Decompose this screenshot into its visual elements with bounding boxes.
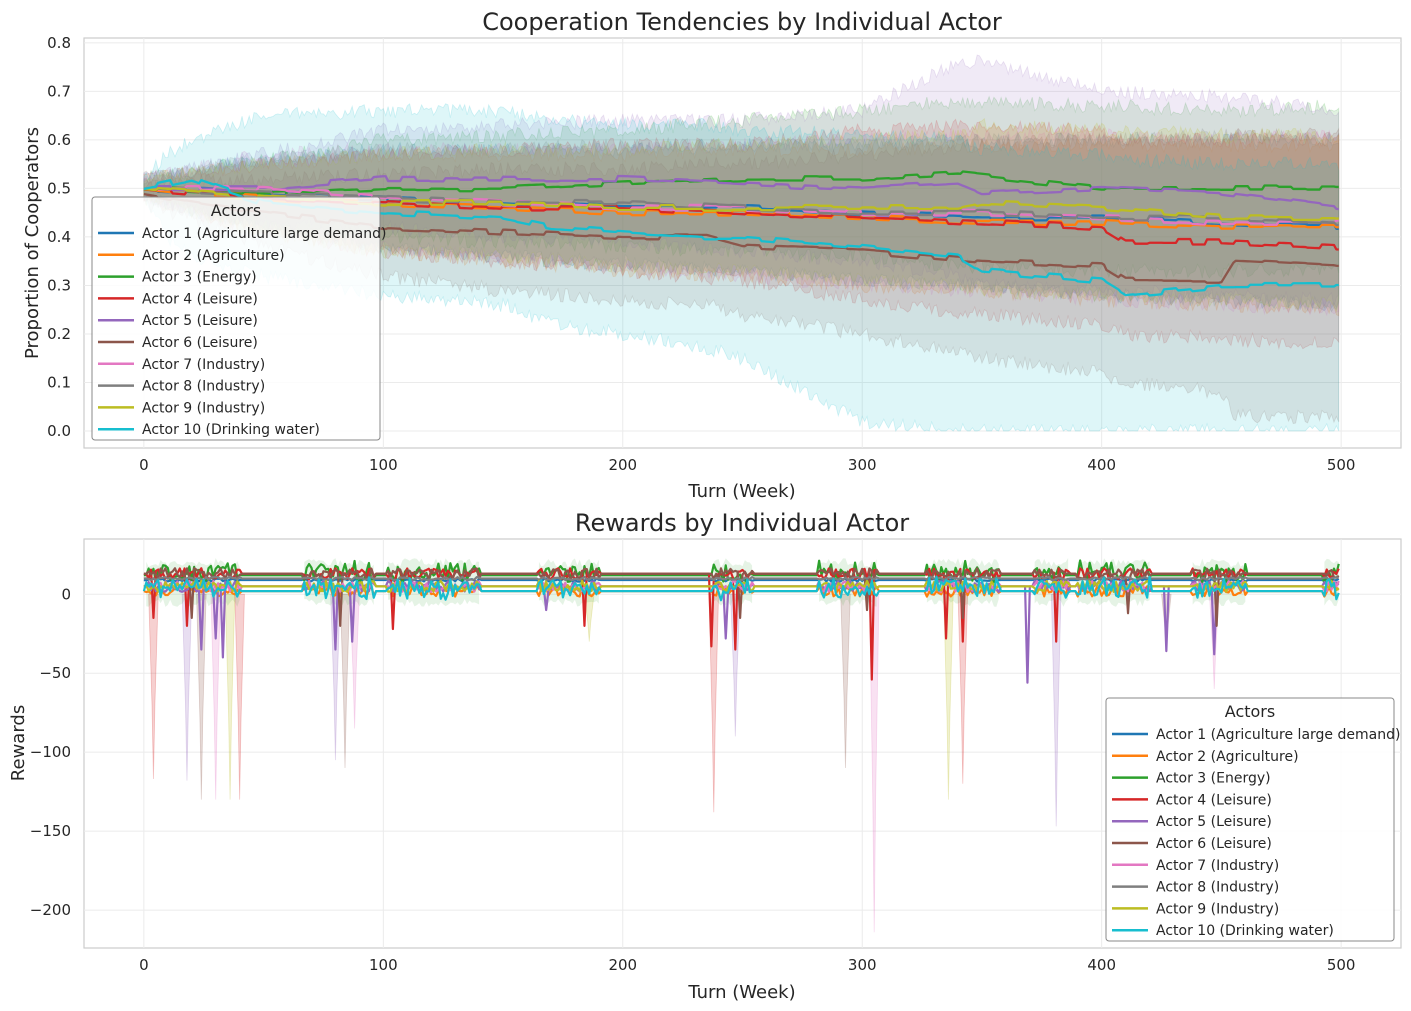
cooperation-legend-label: Actor 1 (Agriculture large demand)	[142, 226, 386, 242]
cooperation-band-3	[143, 95, 1340, 279]
rewards-legend-title: Actors	[1225, 702, 1275, 721]
cooperation-band-4	[143, 118, 1340, 350]
cooperation-band-6	[143, 127, 1340, 424]
cooperation-y-tick-label: 0.3	[47, 276, 71, 294]
rewards-legend-label: Actor 7 (Industry)	[1156, 858, 1279, 874]
cooperation-x-label: Turn (Week)	[687, 481, 795, 502]
rewards-legend-label: Actor 8 (Industry)	[1156, 880, 1279, 896]
rewards-lines	[142, 559, 1340, 684]
cooperation-y-tick-label: 0.1	[47, 373, 71, 391]
rewards-legend-label: Actor 1 (Agriculture large demand)	[1156, 727, 1400, 743]
cooperation-y-tick-label: 0.8	[47, 34, 71, 52]
rewards-y-label: Rewards	[8, 705, 29, 781]
cooperation-legend-label: Actor 7 (Industry)	[142, 357, 265, 373]
cooperation-title: Cooperation Tendencies by Individual Act…	[482, 8, 1002, 36]
rewards-legend: Actors Actor 1 (Agriculture large demand…	[1105, 697, 1400, 942]
rewards-legend-label: Actor 10 (Drinking water)	[1156, 923, 1334, 939]
cooperation-legend-label: Actor 2 (Agriculture)	[142, 248, 285, 264]
rewards-legend-label: Actor 5 (Leisure)	[1156, 814, 1272, 830]
cooperation-legend: Actors Actor 1 (Agriculture large demand…	[91, 196, 386, 441]
rewards-legend-label: Actor 6 (Leisure)	[1156, 836, 1272, 852]
cooperation-x-tick-label: 300	[848, 456, 877, 474]
rewards-x-tick-label: 400	[1087, 956, 1116, 974]
cooperation-y-tick-label: 0.5	[47, 179, 71, 197]
rewards-band-spike	[234, 593, 245, 800]
cooperation-y-tick-label: 0.2	[47, 325, 71, 343]
rewards-y-tick-label: −150	[30, 822, 71, 840]
rewards-legend-label: Actor 4 (Leisure)	[1156, 792, 1272, 808]
cooperation-legend-frame	[91, 196, 381, 441]
rewards-band-spike	[1050, 593, 1062, 827]
rewards-x-label: Turn (Week)	[687, 982, 795, 1003]
rewards-y-tick-label: 0	[61, 585, 71, 603]
cooperation-y-tick-label: 0.0	[47, 422, 71, 440]
cooperation-chart: 0 100 200 300 400 500 0.00.10.20.30.40.50.60.…	[22, 8, 1402, 502]
rewards-line-actor-8	[143, 575, 1339, 582]
rewards-y-tick-label: −100	[30, 743, 71, 761]
rewards-x-tick-label: 200	[608, 956, 637, 974]
cooperation-band-7	[143, 126, 1340, 317]
rewards-line-actor-10	[142, 575, 1340, 602]
rewards-y-tick-label: −50	[39, 664, 71, 682]
rewards-x-tick-label: 500	[1327, 956, 1356, 974]
rewards-y-ticks: 0 −50 −100 −150 −200	[30, 585, 71, 919]
cooperation-y-tick-label: 0.7	[47, 82, 71, 100]
rewards-x-tick-label: 100	[369, 956, 398, 974]
rewards-band-spike	[210, 593, 221, 800]
rewards-x-ticks: 0 100 200 300 400 500	[139, 956, 1355, 974]
cooperation-x-tick-label: 400	[1087, 456, 1116, 474]
rewards-x-tick-label: 0	[139, 956, 149, 974]
rewards-line-actor-6	[143, 567, 1340, 627]
rewards-legend-frame	[1105, 697, 1395, 942]
rewards-y-tick-label: −200	[30, 901, 71, 919]
cooperation-legend-label: Actor 8 (Industry)	[142, 379, 265, 395]
rewards-x-tick-label: 300	[848, 956, 877, 974]
rewards-title: Rewards by Individual Actor	[575, 509, 909, 537]
cooperation-legend-label: Actor 4 (Leisure)	[142, 291, 258, 307]
cooperation-x-ticks: 0 100 200 300 400 500	[139, 456, 1355, 474]
rewards-legend-label: Actor 3 (Energy)	[1156, 771, 1271, 787]
cooperation-y-ticks: 0.0 0.1 0.2 0.3 0.4 0.5 0.6 0.7 0.8	[47, 34, 71, 440]
cooperation-x-tick-label: 500	[1327, 456, 1356, 474]
cooperation-legend-label: Actor 3 (Energy)	[142, 270, 257, 286]
cooperation-line-actor-5	[143, 174, 1339, 211]
rewards-chart: 0 100 200 300 400 500 0 −50 −100 −150 −200 Reward…	[8, 509, 1402, 1003]
cooperation-y-tick-label: 0.6	[47, 131, 71, 149]
rewards-band-spike	[957, 593, 968, 784]
cooperation-x-tick-label: 100	[369, 456, 398, 474]
cooperation-y-label: Proportion of Cooperators	[22, 127, 43, 359]
cooperation-legend-title: Actors	[211, 201, 261, 220]
rewards-legend-label: Actor 9 (Industry)	[1156, 901, 1279, 917]
cooperation-legend-label: Actor 9 (Industry)	[142, 400, 265, 416]
cooperation-legend-label: Actor 6 (Leisure)	[142, 335, 258, 351]
cooperation-x-tick-label: 200	[608, 456, 637, 474]
cooperation-legend-label: Actor 10 (Drinking water)	[142, 422, 320, 438]
rewards-legend-label: Actor 2 (Agriculture)	[1156, 749, 1299, 765]
cooperation-legend-label: Actor 5 (Leisure)	[142, 313, 258, 329]
cooperation-y-tick-label: 0.4	[47, 228, 71, 246]
cooperation-x-tick-label: 0	[139, 456, 149, 474]
